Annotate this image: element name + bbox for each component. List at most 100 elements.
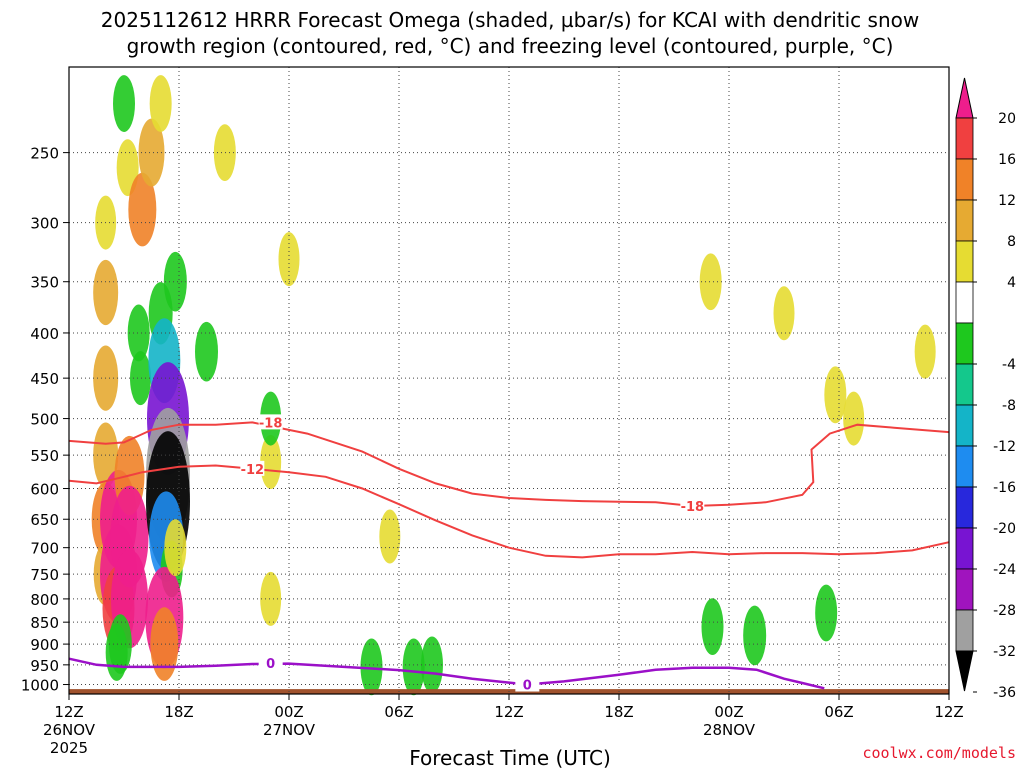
freezing-level-label-b-bg: [515, 676, 540, 692]
omega-cell-38: [379, 509, 401, 564]
x-axis-label: Forecast Time (UTC): [409, 746, 611, 768]
y-tick-label-600: 600: [30, 481, 59, 499]
freezing-level-contour: [68, 657, 825, 690]
red-contour-label-1: -12: [241, 463, 265, 478]
chart-title-line-1: 2025112612 HRRR Forecast Omega (shaded, …: [101, 8, 919, 32]
omega-cell-27: [163, 251, 187, 312]
contour-lines: -18 -18 -12 0 0: [68, 414, 950, 694]
x-tick-label-24-1: 12Z: [494, 703, 523, 721]
x-tick-label-0-2: 26NOV: [43, 721, 96, 739]
freezing-level-label-b: 0: [523, 679, 532, 694]
colorbar-arrow-top: [955, 77, 974, 119]
omega-cell-1: [93, 259, 119, 326]
colorbar-band-7: [955, 404, 974, 447]
colorbar-band-5: [955, 322, 974, 365]
x-tick-label-12-2: 27NOV: [263, 721, 316, 739]
colorbar-band-3: [955, 240, 974, 283]
colorbar-band-12: [955, 609, 974, 652]
x-tick-label-36-1: 00Z: [714, 703, 743, 721]
y-tick-label-450: 450: [30, 370, 59, 388]
colorbar-band-11: [955, 568, 974, 611]
colorbar-label-3: 8: [1007, 234, 1016, 250]
colorbar-band-4: [955, 281, 974, 324]
colorbar-label-2: 12: [998, 193, 1016, 209]
omega-colorbar: 20 16 12 8 4 -4 -8 -12 -16 -20 -24 -28 -32 -36: [955, 77, 1016, 701]
colorbar-label-10: -24: [993, 562, 1016, 578]
y-tick-label-400: 400: [30, 325, 59, 343]
omega-cell-43: [773, 286, 795, 341]
x-tick-label-18-1: 06Z: [384, 703, 413, 721]
x-tick-label-0-3: 2025: [50, 739, 88, 757]
x-tick-label-42-1: 06Z: [824, 703, 853, 721]
colorbar-band-1: [955, 158, 974, 201]
credit-text: coolwx.com/models: [862, 744, 1016, 762]
omega-cell-13: [105, 624, 128, 681]
freezing-level-label-bg: [258, 654, 283, 670]
omega-cell-48: [743, 605, 767, 666]
y-tick-label-250: 250: [30, 145, 59, 163]
y-tick-label-800: 800: [30, 591, 59, 609]
omega-cell-44: [824, 366, 847, 424]
omega-cell-19: [127, 304, 150, 362]
colorbar-label-0: 20: [998, 111, 1016, 127]
omega-cell-42: [699, 253, 722, 311]
colorbar-label-4: 4: [1007, 275, 1016, 291]
omega-cell-35: [260, 435, 282, 490]
y-tick-label-650: 650: [30, 511, 59, 529]
omega-cell-47: [701, 598, 724, 656]
omega-shading: [91, 75, 936, 696]
x-tick-label-6-1: 18Z: [164, 703, 193, 721]
colorbar-label-5: -4: [1002, 357, 1016, 373]
y-tick-label-750: 750: [30, 566, 59, 584]
omega-cell-31: [164, 519, 187, 577]
omega-cell-16: [128, 172, 157, 247]
omega-cell-15: [113, 75, 135, 132]
colorbar-band-0: [955, 117, 974, 160]
colorbar-label-12: -32: [993, 644, 1016, 660]
chart-title-line-2: growth region (contoured, red, °C) and f…: [127, 34, 894, 58]
omega-cell-36: [260, 571, 282, 626]
omega-cell-46: [914, 324, 936, 379]
red-contour-label-0-bg: [258, 414, 283, 430]
colorbar-band-10: [955, 527, 974, 570]
colorbar-label-9: -20: [993, 521, 1016, 537]
x-tick-label-30-1: 18Z: [604, 703, 633, 721]
colorbar-band-8: [955, 445, 974, 488]
omega-cell-40: [402, 638, 425, 696]
y-tick-label-700: 700: [30, 540, 59, 558]
y-tick-label-350: 350: [30, 274, 59, 292]
colorbar-label-6: -8: [1002, 398, 1016, 414]
omega-cell-18: [149, 75, 172, 132]
colorbar-label-8: -16: [993, 480, 1016, 496]
colorbar-label-1: 16: [998, 152, 1016, 168]
omega-cell-41: [421, 636, 443, 694]
colorbar-band-9: [955, 486, 974, 529]
y-tick-label-950: 950: [30, 657, 59, 675]
omega-cell-33: [213, 124, 236, 182]
colorbar-label-11: -28: [993, 603, 1016, 619]
omega-cell-30: [150, 607, 179, 681]
x-tick-label-36-2: 28NOV: [703, 721, 756, 739]
colorbar-label-13: -36: [993, 685, 1016, 701]
freezing-level-label: 0: [266, 657, 275, 672]
y-tick-label-900: 900: [30, 636, 59, 654]
omega-cell-20: [130, 351, 151, 406]
x-tick-label-0-1: 12Z: [54, 703, 83, 721]
omega-cell-49: [815, 584, 838, 642]
colorbar-label-7: -12: [993, 439, 1016, 455]
red-contour-label-0: -18: [259, 416, 283, 431]
pressure-axis: 250 300 350 400 450 500 550 600 650 700 750 800 850 9…: [21, 145, 69, 695]
y-tick-label-300: 300: [30, 215, 59, 233]
grid-lines: [69, 67, 949, 694]
colorbar-arrow-bottom: [955, 650, 974, 692]
y-tick-label-500: 500: [30, 411, 59, 429]
x-tick-label-12-1: 00Z: [274, 703, 303, 721]
colorbar-band-2: [955, 199, 974, 242]
omega-cell-39: [360, 638, 383, 696]
y-tick-label-850: 850: [30, 614, 59, 632]
red-contour-label-0-b-bg: [680, 498, 705, 514]
omega-cell-17: [138, 118, 165, 187]
red-contour-1: [68, 464, 950, 559]
